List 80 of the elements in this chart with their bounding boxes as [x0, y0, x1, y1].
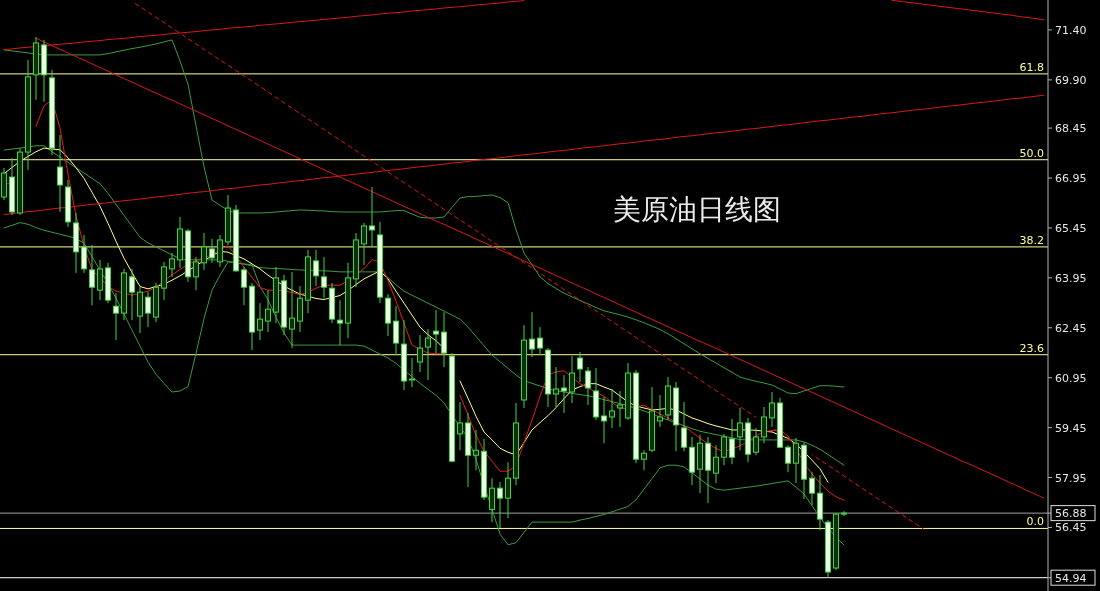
candlestick: [161, 261, 167, 301]
annotation: 50.0: [1019, 146, 1044, 160]
candlestick: [553, 366, 559, 408]
annotation: 61.8: [1019, 60, 1044, 74]
annotation: 0.0: [1026, 515, 1044, 529]
text: 美原油日线图: [612, 192, 781, 226]
y-tick-label: 56.88: [1055, 507, 1087, 521]
y-tick-label: 66.95: [1055, 172, 1087, 186]
candlestick: [641, 449, 647, 471]
candlestick: [657, 394, 663, 428]
y-tick-label: 62.45: [1055, 321, 1087, 335]
y-tick-label: 60.95: [1055, 371, 1087, 385]
candlestick: [537, 326, 543, 356]
y-tick-label: 63.95: [1055, 271, 1087, 285]
candlestick: [129, 268, 135, 321]
candlestick: [97, 259, 103, 301]
candlestick: [569, 355, 575, 404]
candlestick: [425, 328, 431, 381]
annotation: 38.2: [1019, 233, 1044, 247]
candlestick: [681, 401, 687, 452]
candlestick: [241, 266, 247, 306]
y-tick-label: 54.94: [1055, 571, 1087, 585]
candlestick: [217, 234, 223, 268]
candlestick: [433, 309, 439, 354]
candlestick: [57, 134, 63, 213]
candlestick: [337, 299, 343, 346]
candlestick: [713, 444, 719, 484]
y-tick-label: 59.45: [1055, 421, 1087, 435]
y-tick-label: 71.40: [1055, 23, 1087, 37]
candlestick: [721, 433, 727, 466]
candlestick: [473, 429, 479, 471]
candlestick: [209, 238, 215, 264]
candlestick: [601, 396, 607, 444]
candlestick: [369, 186, 375, 248]
candlestick: [737, 407, 743, 451]
candlestick: [201, 232, 207, 271]
candlestick: [489, 477, 495, 523]
candlestick: [753, 427, 759, 456]
candlestick: [169, 252, 175, 278]
candlestick: [113, 292, 119, 341]
candlestick: [529, 311, 535, 358]
candlestick: [785, 444, 791, 473]
candlestick: [457, 401, 463, 451]
candlestick: [561, 374, 567, 414]
candlestick: [257, 302, 263, 341]
candlestick: [761, 406, 767, 444]
y-tick-label: 69.90: [1055, 73, 1087, 87]
line-series: [3, 39, 845, 395]
candlestick: [769, 391, 775, 428]
candlestick: [361, 222, 367, 266]
candlestick: [505, 461, 511, 519]
candlestick: [321, 256, 327, 299]
annotation: 23.6: [1019, 341, 1044, 355]
candlestick: [809, 471, 815, 506]
y-tick-label: 68.45: [1055, 122, 1087, 136]
candlestick: [137, 286, 143, 334]
candlestick: [393, 305, 399, 356]
candlestick: [793, 437, 799, 484]
candlestick: [297, 285, 303, 333]
candlestick: [265, 289, 271, 333]
line-series: [891, 0, 1045, 21]
y-tick-label: 56.45: [1055, 521, 1087, 535]
y-tick-label: 65.45: [1055, 221, 1087, 235]
candlestick: [441, 311, 447, 368]
candlestick: [409, 357, 415, 388]
candlestick: [585, 366, 591, 406]
candlestick: [1, 167, 7, 201]
candlestick: [497, 481, 503, 529]
candlestick: [417, 334, 423, 373]
candlestick: [617, 390, 623, 428]
candlestick: [89, 244, 95, 306]
candlestick: [289, 271, 295, 349]
candlestick: [729, 418, 735, 465]
candlestick: [193, 256, 199, 291]
candlestick: [313, 249, 319, 287]
candlestick: [145, 291, 151, 328]
y-tick-label: 57.95: [1055, 471, 1087, 485]
candlestick: [577, 351, 583, 383]
candlestick: [609, 388, 615, 429]
candlestick: [81, 234, 87, 274]
